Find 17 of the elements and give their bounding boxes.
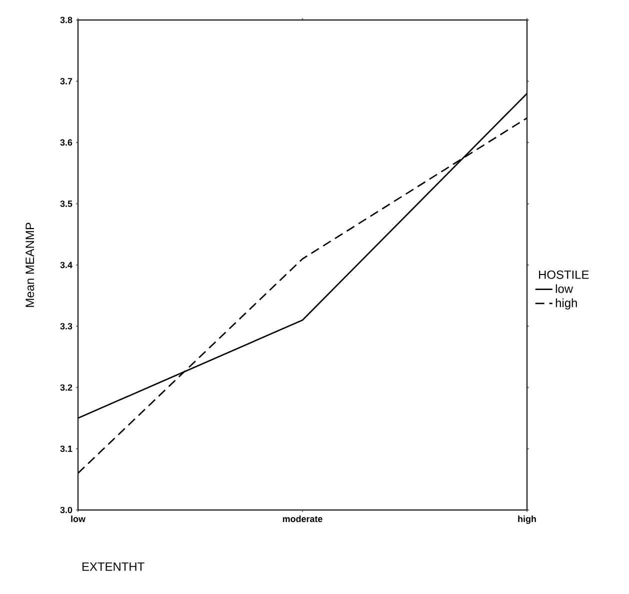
y-tick-label: 3.7 xyxy=(60,78,72,84)
y-tick-label: 3.4 xyxy=(60,262,72,268)
y-tick-label: 3.3 xyxy=(60,323,72,330)
x-tick-label: moderate xyxy=(282,516,322,522)
legend-title: HOSTILE xyxy=(539,270,589,279)
y-axis-title: Mean MEANMP xyxy=(26,222,34,307)
x-axis-title: EXTENTHT xyxy=(82,562,144,571)
x-tick-label: high xyxy=(518,516,536,524)
y-tick-label: 3.2 xyxy=(60,384,72,391)
y-tick-label: 3.0 xyxy=(60,506,72,514)
x-tick-label: low xyxy=(71,516,86,522)
legend-label: high xyxy=(556,298,577,310)
y-tick-label: 3.6 xyxy=(60,139,72,146)
y-tick-label: 3.5 xyxy=(60,200,72,207)
y-tick-label: 3.8 xyxy=(60,16,72,24)
legend-label: low xyxy=(556,284,574,294)
y-tick-label: 3.1 xyxy=(60,446,72,452)
